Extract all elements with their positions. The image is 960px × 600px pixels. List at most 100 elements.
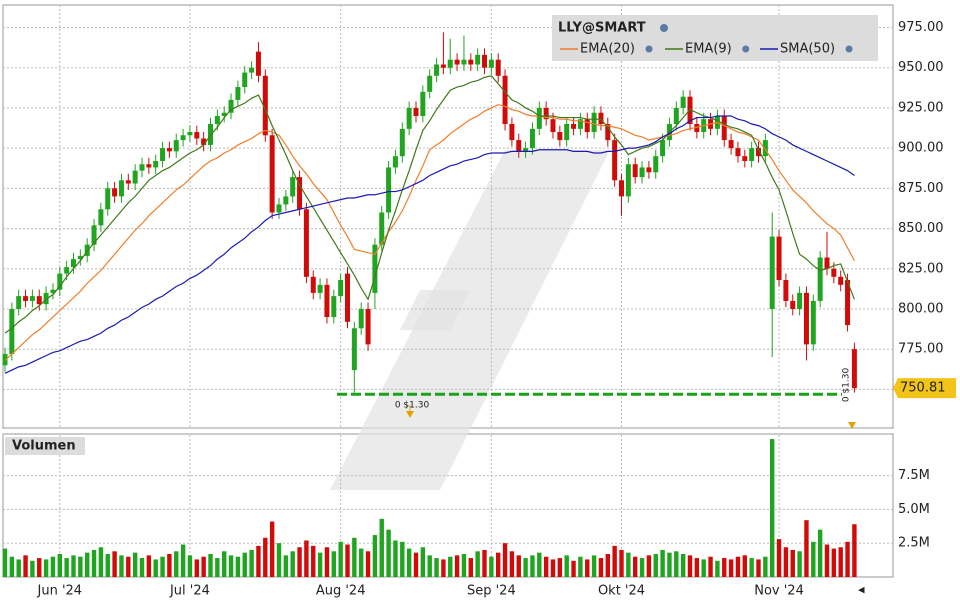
volume-bar	[571, 560, 576, 577]
legend-label: EMA(9)	[685, 42, 732, 57]
watermark	[330, 150, 610, 490]
volume-bar	[749, 558, 754, 577]
scroll-arrow[interactable]: ◂	[858, 583, 865, 598]
volume-bar	[674, 551, 679, 577]
legend-icon	[742, 45, 750, 53]
candle-body	[591, 112, 597, 133]
candle-body	[365, 308, 371, 345]
volume-bar	[304, 540, 309, 577]
volume-bar	[523, 558, 528, 577]
candle-body	[420, 91, 426, 116]
volume-bar	[578, 556, 583, 577]
volume-bar	[297, 547, 302, 577]
candle-body	[790, 300, 796, 309]
x-tick-label: Okt '24	[598, 584, 645, 599]
candle-body	[379, 212, 385, 245]
volume-bar	[509, 551, 515, 577]
volume-bar	[331, 551, 336, 577]
y-tick-label: 875.00	[898, 181, 944, 196]
candle-body	[98, 209, 104, 226]
candle-body	[619, 180, 624, 197]
volume-bar	[831, 548, 837, 577]
volume-bar	[365, 551, 371, 577]
y-tick-label: 7.5M	[898, 468, 930, 483]
candle-body	[153, 161, 159, 168]
candle-body	[43, 292, 49, 305]
volume-bar	[852, 524, 857, 577]
candle-body	[91, 225, 97, 245]
candle-body	[523, 148, 529, 152]
candle-body	[16, 296, 22, 309]
volume-bar	[838, 547, 843, 577]
y-tick-label: 900.00	[898, 141, 944, 156]
candle-body	[255, 51, 261, 76]
volume-bar	[400, 541, 405, 577]
y-tick-label: 825.00	[898, 261, 944, 276]
volume-bar	[406, 548, 412, 577]
candle-body	[345, 273, 350, 322]
volume-bar	[359, 548, 364, 577]
candle-body	[262, 75, 268, 136]
y-tick-label: 975.00	[898, 20, 944, 35]
y-tick-label: 850.00	[898, 221, 944, 236]
volume-bar	[98, 547, 104, 577]
volume-bar	[386, 529, 391, 577]
volume-bar	[639, 558, 645, 577]
candle-body	[290, 177, 296, 197]
volume-bar	[276, 543, 282, 577]
y-tick-label: 925.00	[898, 100, 944, 115]
volume-bar	[817, 529, 823, 577]
marks	[2, 32, 857, 577]
volume-bar	[208, 554, 213, 577]
grid	[3, 5, 893, 577]
volume-bar	[591, 555, 597, 577]
candle-body	[660, 140, 666, 157]
volume-bar	[475, 551, 480, 577]
volume-bar	[564, 555, 569, 577]
volume-bar	[824, 544, 830, 577]
volume-bar	[502, 543, 508, 577]
candle-body	[598, 112, 604, 125]
volume-bar	[153, 559, 158, 577]
candle-body	[276, 204, 282, 213]
x-tick-label: Aug '24	[316, 584, 366, 599]
volume-bar	[146, 555, 152, 577]
volume-bar	[413, 552, 419, 577]
arrow	[406, 411, 414, 418]
volume-bar	[256, 545, 261, 577]
annotation: 0 $1.30	[395, 401, 430, 411]
candle-body	[783, 280, 789, 301]
volume-bar	[50, 556, 56, 577]
arrow	[848, 422, 856, 429]
volume-bar	[516, 555, 521, 577]
candle-body	[358, 308, 364, 329]
volume-bar	[598, 558, 604, 577]
candle-body	[742, 156, 748, 162]
x-tick-label: Jul '24	[169, 584, 210, 599]
volume-bar	[776, 539, 782, 577]
volume-bar	[530, 555, 535, 577]
volume-bar	[91, 549, 97, 577]
volume-bar	[9, 556, 15, 577]
volume-bar	[201, 556, 206, 577]
volume-bar	[756, 559, 761, 577]
volume-bar	[249, 549, 254, 577]
candle-body	[824, 257, 830, 269]
candle-body	[502, 75, 508, 125]
volume-bar	[735, 556, 741, 577]
volume-bar	[78, 556, 83, 577]
candle-body	[694, 124, 700, 133]
candle-body	[235, 87, 241, 100]
candle-body	[303, 209, 309, 277]
price-tag-label: 750.81	[900, 381, 946, 396]
candle-body	[756, 148, 761, 157]
volume-bar	[770, 439, 775, 577]
volume-bar	[23, 555, 28, 577]
candle-body	[516, 140, 522, 152]
volume-bar	[763, 556, 768, 577]
candle-body	[461, 59, 467, 65]
candle-body	[125, 180, 131, 184]
candle-body	[180, 135, 186, 141]
candle-body	[817, 257, 823, 301]
candle-body	[851, 349, 857, 389]
